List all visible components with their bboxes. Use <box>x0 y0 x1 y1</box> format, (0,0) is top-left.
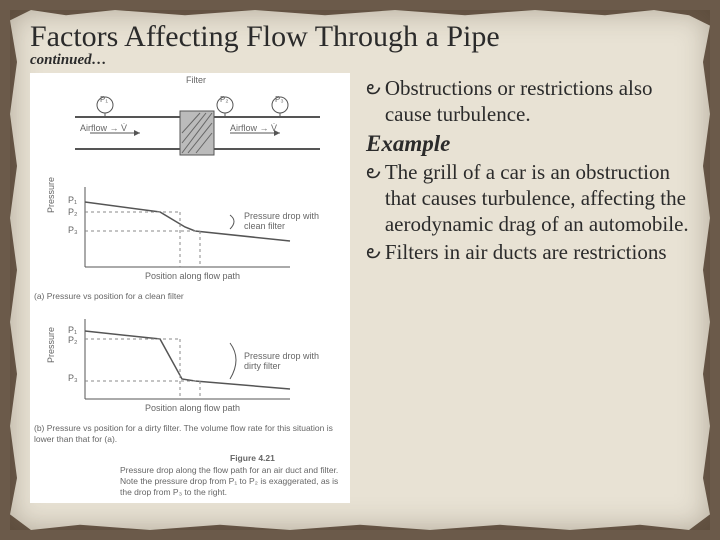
ga-annot: Pressure drop with clean filter <box>244 211 324 231</box>
bullet-2: ౿ The grill of a car is an obstruction t… <box>366 159 690 237</box>
gb-p1: P₁ <box>68 325 77 335</box>
ga-xaxis: Position along flow path <box>145 271 240 281</box>
gb-p3: P₃ <box>68 373 78 383</box>
ga-p1: P₁ <box>68 195 77 205</box>
pipe-diagram <box>30 77 350 177</box>
example-heading: Example <box>366 131 690 157</box>
right-column: ౿ Obstructions or restrictions also caus… <box>360 73 690 503</box>
gb-xaxis: Position along flow path <box>145 403 240 413</box>
gb-annot: Pressure drop with dirty filter <box>244 351 324 371</box>
page-subtitle: continued… <box>30 52 690 69</box>
filter-label: Filter <box>186 75 206 85</box>
gb-caption: (b) Pressure vs position for a dirty fil… <box>34 423 344 445</box>
bullet-3: ౿ Filters in air ducts are restrictions <box>366 239 690 265</box>
ga-yaxis: Pressure <box>46 177 56 213</box>
ga-p2: P₂ <box>68 207 78 217</box>
bullet-3-text: Filters in air ducts are restrictions <box>385 239 667 265</box>
content-area: Factors Affecting Flow Through a Pipe co… <box>30 18 690 522</box>
airflow-left: Airflow → V̇ <box>80 123 127 133</box>
p2-label: P₂ <box>220 95 228 104</box>
slide: Factors Affecting Flow Through a Pipe co… <box>0 0 720 540</box>
page-title: Factors Affecting Flow Through a Pipe <box>30 20 690 54</box>
fig-caption: Pressure drop along the flow path for an… <box>120 465 340 498</box>
p1-label: P₁ <box>100 95 108 104</box>
bullet-1-text: Obstructions or restrictions also cause … <box>385 75 690 127</box>
swirl-icon: ౿ <box>366 159 381 185</box>
ga-p3: P₃ <box>68 225 78 235</box>
bullet-2-text: The grill of a car is an obstruction tha… <box>385 159 690 237</box>
columns: Filter P₁ P₂ P₃ Airflow → V̇ Airflow → V… <box>30 73 690 503</box>
left-column: Filter P₁ P₂ P₃ Airflow → V̇ Airflow → V… <box>30 73 360 503</box>
ga-caption: (a) Pressure vs position for a clean fil… <box>34 291 184 302</box>
swirl-icon: ౿ <box>366 75 381 101</box>
gb-p2: P₂ <box>68 335 78 345</box>
fig-number: Figure 4.21 <box>230 453 275 464</box>
swirl-icon: ౿ <box>366 239 381 265</box>
figure-box: Filter P₁ P₂ P₃ Airflow → V̇ Airflow → V… <box>30 73 350 503</box>
p3-label: P₃ <box>275 95 284 104</box>
bullet-1: ౿ Obstructions or restrictions also caus… <box>366 75 690 127</box>
gb-yaxis: Pressure <box>46 327 56 363</box>
airflow-right: Airflow → V̇ <box>230 123 277 133</box>
